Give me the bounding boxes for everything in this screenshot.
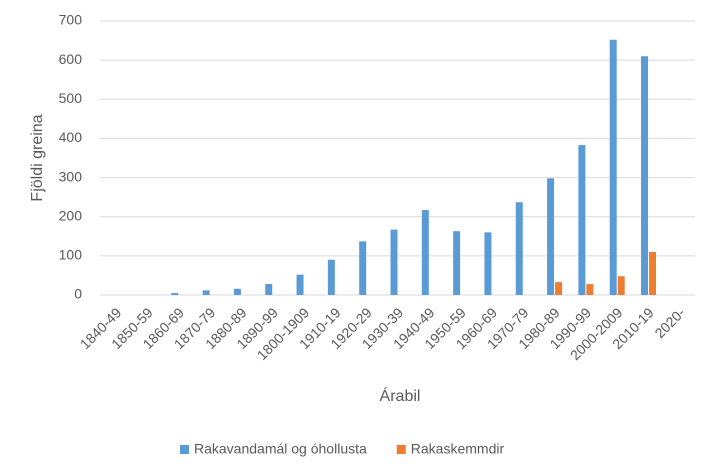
legend-swatch — [396, 445, 406, 454]
bar — [609, 39, 617, 295]
y-tick-label: 700 — [59, 12, 83, 28]
y-axis-title: Fjöldi greina — [29, 114, 46, 201]
bar — [555, 282, 563, 295]
y-tick-label: 100 — [59, 247, 83, 263]
y-tick-label: 300 — [59, 168, 83, 184]
y-tick-label: 400 — [59, 129, 83, 145]
bar — [265, 284, 273, 295]
bar — [296, 274, 304, 295]
bar — [327, 259, 335, 295]
y-tick-label: 0 — [74, 286, 82, 302]
bar — [515, 202, 523, 295]
bar — [547, 178, 555, 295]
y-tick-label: 600 — [59, 51, 83, 67]
bar — [617, 276, 625, 295]
bar — [649, 251, 657, 295]
bar — [421, 210, 429, 295]
bar — [359, 241, 367, 295]
bar — [390, 229, 398, 295]
legend-label: Rakaskemmdir — [411, 441, 505, 457]
bar — [578, 145, 586, 295]
bar — [233, 288, 241, 295]
legend-label: Rakavandamál og óhollusta — [194, 441, 367, 457]
bar — [484, 232, 492, 295]
y-tick-label: 500 — [59, 90, 83, 106]
bar — [641, 56, 649, 295]
legend-swatch — [180, 445, 189, 454]
x-axis-title: Árabil — [380, 386, 421, 405]
x-tick-label: 2020- — [651, 304, 688, 341]
bar — [586, 284, 594, 295]
bar — [453, 231, 461, 295]
bar — [171, 293, 179, 295]
bar — [202, 290, 210, 295]
y-tick-label: 200 — [59, 207, 83, 223]
